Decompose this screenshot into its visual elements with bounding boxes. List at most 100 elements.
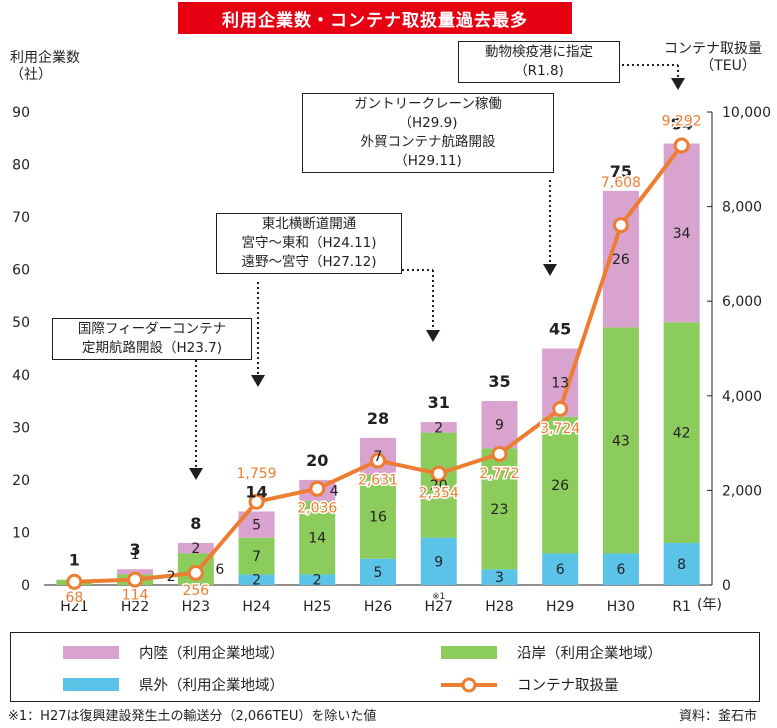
legend-label-outside: 県外（利用企業地域） [139, 678, 284, 694]
bar-segment-label: 42 [673, 426, 691, 442]
bar-total-label: 3 [130, 540, 141, 559]
left-axis-title-line1: 利用企業数 [10, 50, 80, 66]
bar-segment-label: 43 [612, 433, 630, 449]
bar-segment-label: 7 [374, 449, 383, 465]
footnote: ※1：H27は復興建設発生土の輸送分（2,066TEU）を除いた値 [8, 709, 377, 724]
container-volume-label: 256 [182, 583, 209, 599]
bar-segment-label: 16 [369, 510, 387, 526]
left-axis-title-line2: （社） [10, 67, 52, 83]
left-tick-label: 70 [12, 210, 30, 226]
bar-segment-label: 9 [495, 418, 504, 434]
bar-segment [542, 553, 579, 585]
right-tick-label: 0 [722, 578, 731, 594]
chart-title: 利用企業数・コンテナ取扱量過去最多 [178, 2, 572, 34]
bar-segment-label: 26 [551, 478, 569, 494]
bar-total-label: 28 [367, 409, 389, 428]
container-volume-point [370, 452, 386, 469]
bar-segment-label: 8 [677, 557, 686, 573]
container-volume-point [66, 573, 83, 590]
container-volume-label: 2,036 [297, 501, 337, 517]
bar-segment-label: 14 [308, 531, 326, 547]
container-volume-label: 68 [65, 590, 83, 606]
bar-total-label: 35 [488, 372, 510, 391]
bar-segment [177, 542, 214, 554]
left-tick-label: 20 [12, 473, 30, 489]
legend-label-coastal: 沿岸（利用企業地域） [517, 646, 662, 662]
legend-label-container: コンテナ取扱量 [517, 678, 619, 694]
right-axis-title-line1: コンテナ取扱量 [664, 41, 762, 57]
bar-segment [360, 558, 396, 585]
bar-segment [481, 448, 518, 570]
annotation-quarantine-port: 動物検疫港に指定 （R1.8) [458, 41, 620, 83]
bar-segment [481, 401, 518, 449]
legend-item-container: コンテナ取扱量 [441, 674, 619, 695]
container-volume-point [187, 564, 204, 581]
bar-segment [360, 474, 396, 559]
container-volume-point [673, 137, 690, 154]
bar-segment-label: 6 [215, 562, 224, 578]
container-volume-label: 2,354 [419, 486, 459, 502]
bar-segment [481, 569, 518, 585]
bar-segment [238, 574, 275, 585]
container-volume-label: 114 [122, 588, 149, 604]
left-tick-label: 60 [12, 263, 30, 279]
bar-total-label: 31 [428, 393, 450, 412]
legend-swatch-container [441, 677, 497, 692]
annotation-expressway-line3: 遠野〜宮守（H27.12) [241, 254, 377, 270]
container-volume-point [430, 465, 447, 482]
bar-segment-label: 23 [491, 502, 509, 518]
right-tick-label: 6,000 [722, 294, 762, 310]
legend-label-inland: 内陸（利用企業地域） [139, 646, 284, 662]
bar-total-label: 1 [69, 551, 80, 570]
left-tick-label: 30 [12, 420, 30, 436]
bar-segment [542, 416, 579, 554]
annotation-feeder-line1: 国際フィーダーコンテナ [77, 321, 227, 337]
bar-segment [602, 553, 639, 585]
bar-total-label: 14 [245, 482, 267, 501]
bar-segment-label: 2 [313, 573, 322, 589]
legend-item-inland: 内陸（利用企業地域） [63, 642, 284, 663]
bar-segment [663, 143, 700, 323]
left-tick-label: 90 [12, 105, 30, 121]
x-tick-label: H25 [303, 599, 331, 615]
bar-segment [663, 542, 700, 585]
annotation-arrowhead [543, 264, 557, 276]
x-tick-label: H30 [607, 599, 635, 615]
bar-segment-label: 26 [612, 252, 630, 268]
container-volume-point [552, 400, 569, 417]
bar-segment-label: 13 [551, 376, 569, 392]
bar-segment [420, 537, 457, 585]
bar-total-label: 84 [671, 115, 693, 134]
source-note: 資料：釜石市 [678, 709, 757, 724]
bar-segment [299, 574, 336, 585]
right-tick-label: 4,000 [722, 389, 762, 405]
annotation-arrowhead [671, 78, 685, 90]
legend-swatch-inland [63, 646, 119, 659]
annotation-gantry-line1: ガントリークレーン稼働 [354, 96, 502, 112]
x-tick-label: H26 [364, 599, 392, 615]
bar-segment-label: 5 [252, 518, 261, 534]
bar-segment-label: 1 [131, 547, 140, 563]
left-tick-label: 0 [21, 578, 30, 594]
x-tick-label: H24 [242, 599, 270, 615]
container-volume-point [491, 445, 508, 462]
legend-swatch-coastal [441, 646, 497, 659]
left-axis-title: 利用企業数 （社） [10, 50, 80, 84]
right-tick-label: 2,000 [722, 483, 762, 499]
left-tick-label: 40 [12, 368, 30, 384]
bar-segment-label: 5 [374, 565, 383, 581]
container-volume-label: 1,759 [236, 466, 276, 482]
bar-segment-label: 7 [252, 549, 261, 565]
annotation-expressway: 東北横断道開通 宮守〜東和（H24.11) 遠野〜宮守（H27.12) [216, 213, 402, 274]
bar-segment-label: 2 [434, 420, 443, 436]
bar-segment-label: 20 [430, 478, 448, 494]
right-axis-title-line2: （TEU） [700, 58, 756, 74]
bar-segment [420, 422, 457, 433]
bar-segment-label: 4 [330, 483, 339, 499]
bar-segment [420, 432, 457, 538]
x-tick-note: ※1 [432, 592, 445, 602]
annotation-arrowhead [251, 375, 265, 387]
bar-total-label: 20 [306, 451, 328, 470]
x-unit-label: (年) [697, 597, 722, 613]
x-tick-label: H28 [485, 599, 513, 615]
